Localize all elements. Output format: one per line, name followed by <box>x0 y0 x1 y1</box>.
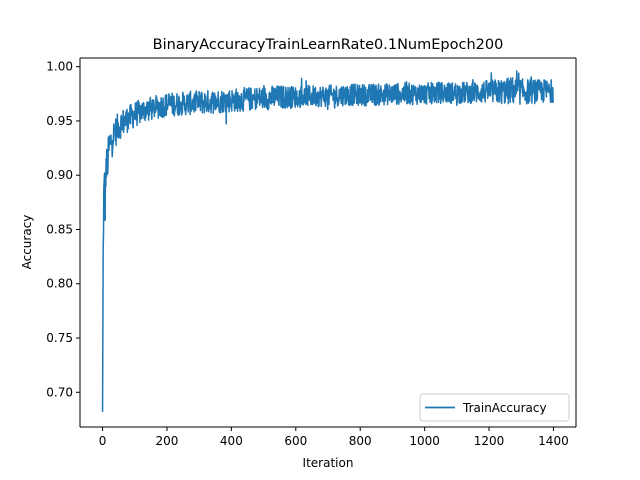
legend: TrainAccuracy <box>419 393 570 422</box>
x-tick-label: 400 <box>220 434 243 448</box>
plot-area <box>80 58 576 427</box>
x-tick-label: 1000 <box>409 434 440 448</box>
legend-box <box>419 393 570 422</box>
x-tick-label: 1400 <box>538 434 569 448</box>
y-tick-label: 0.70 <box>46 385 73 399</box>
x-axis-ticks: 0 200 400 600 800 1000 1200 1400 <box>99 427 569 448</box>
plot-frame <box>79 57 577 428</box>
legend-label-trainaccuracy: TrainAccuracy <box>462 401 547 415</box>
y-axis-label: Accuracy <box>20 215 34 270</box>
series-line-trainaccuracy <box>101 70 555 412</box>
y-tick-label: 0.95 <box>46 114 73 128</box>
y-tick-label: 0.80 <box>46 277 73 291</box>
y-tick-label: 1.00 <box>46 60 73 74</box>
x-axis-label: Iteration <box>303 456 354 470</box>
x-tick-label: 600 <box>284 434 307 448</box>
series-layer <box>101 70 555 412</box>
y-tick-label: 0.85 <box>46 222 73 236</box>
x-tick-label: 200 <box>156 434 179 448</box>
x-tick-label: 1200 <box>474 434 505 448</box>
y-axis-ticks: 0.70 0.75 0.80 0.85 0.90 0.95 1.00 <box>46 60 80 399</box>
chart-title: BinaryAccuracyTrainLearnRate0.1NumEpoch2… <box>153 37 504 53</box>
y-tick-label: 0.90 <box>46 168 73 182</box>
y-tick-label: 0.75 <box>46 331 73 345</box>
x-tick-label: 0 <box>99 434 107 448</box>
x-tick-label: 800 <box>349 434 372 448</box>
